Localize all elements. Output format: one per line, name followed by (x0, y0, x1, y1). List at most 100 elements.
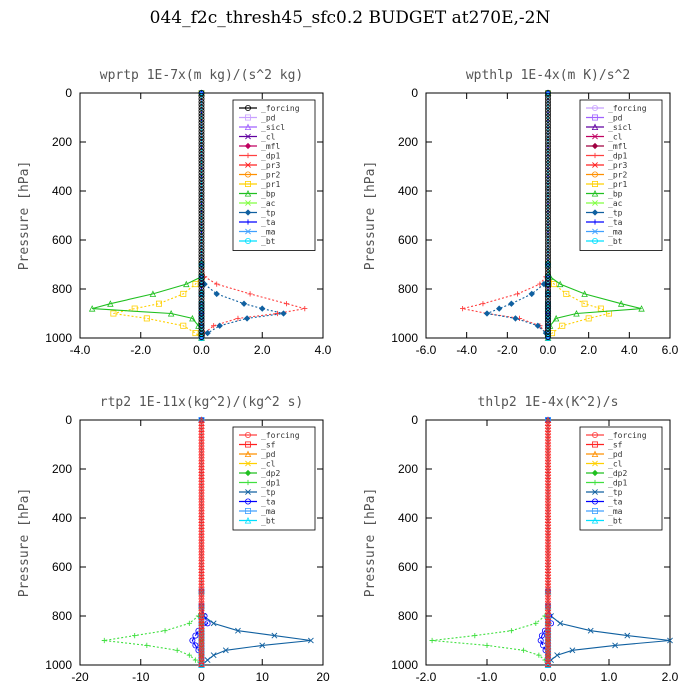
data-point (496, 305, 503, 312)
legend-entry: _pd (261, 450, 276, 459)
legend-entry: _ta (261, 498, 276, 507)
data-point (198, 110, 205, 117)
legend-entry: _pr3 (608, 161, 627, 170)
legend-marker (244, 114, 251, 121)
x-tick-label: 10 (256, 670, 270, 684)
data-point (667, 637, 673, 644)
data-point (240, 300, 248, 307)
x-tick-label: -20 (71, 670, 89, 684)
data-point (545, 201, 552, 208)
data-point (198, 298, 205, 305)
data-point (545, 316, 552, 323)
data-point (545, 322, 552, 329)
data-point (198, 184, 205, 191)
data-point (545, 213, 552, 220)
data-point (545, 195, 552, 202)
data-point (210, 620, 217, 627)
data-point (545, 295, 552, 302)
data-point (545, 134, 552, 141)
legend-entry: _dp2 (608, 469, 627, 478)
data-point (271, 632, 278, 639)
data-point (537, 637, 544, 644)
data-point (198, 113, 205, 120)
data-point (198, 148, 205, 155)
data-point (552, 314, 560, 322)
legend-entry: _dp1 (608, 152, 627, 161)
legend-entry: _pr2 (608, 171, 627, 180)
legend-marker (592, 228, 598, 235)
legend-entry: _bt (608, 517, 623, 526)
data-point (545, 207, 552, 214)
y-tick-label: 800 (398, 609, 418, 623)
data-point (557, 620, 564, 627)
data-point (198, 228, 205, 235)
data-point (167, 310, 175, 317)
data-point (545, 175, 552, 182)
data-point (533, 620, 539, 626)
data-point (508, 300, 515, 307)
y-tick-label: 600 (398, 560, 418, 574)
data-point (545, 225, 552, 232)
data-point (545, 169, 552, 176)
y-tick-label: 1000 (45, 658, 72, 672)
data-point (545, 204, 552, 211)
y-tick-label: 800 (52, 282, 72, 296)
data-point (107, 300, 114, 307)
x-tick-label: 0 (198, 670, 205, 684)
data-point (198, 304, 205, 311)
data-point (545, 92, 552, 99)
data-point (198, 163, 205, 170)
legend-entry: _ta (608, 218, 623, 227)
data-point (149, 290, 157, 297)
legend-marker (592, 171, 599, 178)
data-point (545, 319, 552, 326)
y-axis-label: Pressure [hPa] (363, 488, 378, 598)
legend-entry: _cl (608, 133, 623, 142)
data-point (569, 647, 576, 654)
y-tick-label: 800 (52, 609, 72, 623)
legend-marker (244, 431, 251, 438)
data-point (198, 122, 205, 129)
data-point (247, 291, 253, 297)
data-point (545, 90, 552, 97)
y-axis-label: Pressure [hPa] (363, 161, 378, 271)
data-point (198, 307, 205, 314)
data-point (222, 647, 229, 654)
legend-entry: _pr1 (608, 180, 627, 189)
data-point (545, 139, 552, 146)
data-point (132, 633, 138, 639)
data-point (460, 306, 466, 312)
data-point (198, 187, 205, 194)
data-point (198, 213, 205, 220)
data-point (204, 329, 211, 337)
x-tick-label: -4.0 (456, 343, 477, 357)
data-point (514, 291, 521, 297)
y-tick-label: 200 (398, 135, 418, 149)
legend-entry: _ma (261, 228, 276, 237)
data-point (198, 169, 205, 176)
data-point (144, 642, 150, 648)
page-title: 044_f2c_thresh45_sfc0.2 BUDGET at270E,-2… (149, 8, 551, 28)
data-point (180, 290, 187, 297)
legend-marker (592, 460, 598, 467)
data-point (536, 652, 542, 658)
data-point (198, 657, 205, 665)
legend-entry: _bp (261, 190, 276, 199)
x-tick-label: 2.0 (254, 343, 271, 357)
data-point (198, 661, 205, 668)
data-point (545, 125, 552, 132)
data-point (545, 236, 552, 243)
data-point (545, 163, 552, 170)
data-point (216, 322, 223, 329)
legend-entry: _pd (608, 450, 623, 459)
data-point (198, 284, 205, 291)
data-point (545, 289, 552, 296)
data-point (587, 627, 594, 634)
data-point (198, 248, 205, 255)
data-point (88, 305, 96, 312)
data-point (545, 298, 552, 305)
data-point (198, 254, 205, 261)
data-point (508, 628, 514, 634)
data-point (198, 225, 205, 232)
legend-marker (592, 489, 598, 495)
